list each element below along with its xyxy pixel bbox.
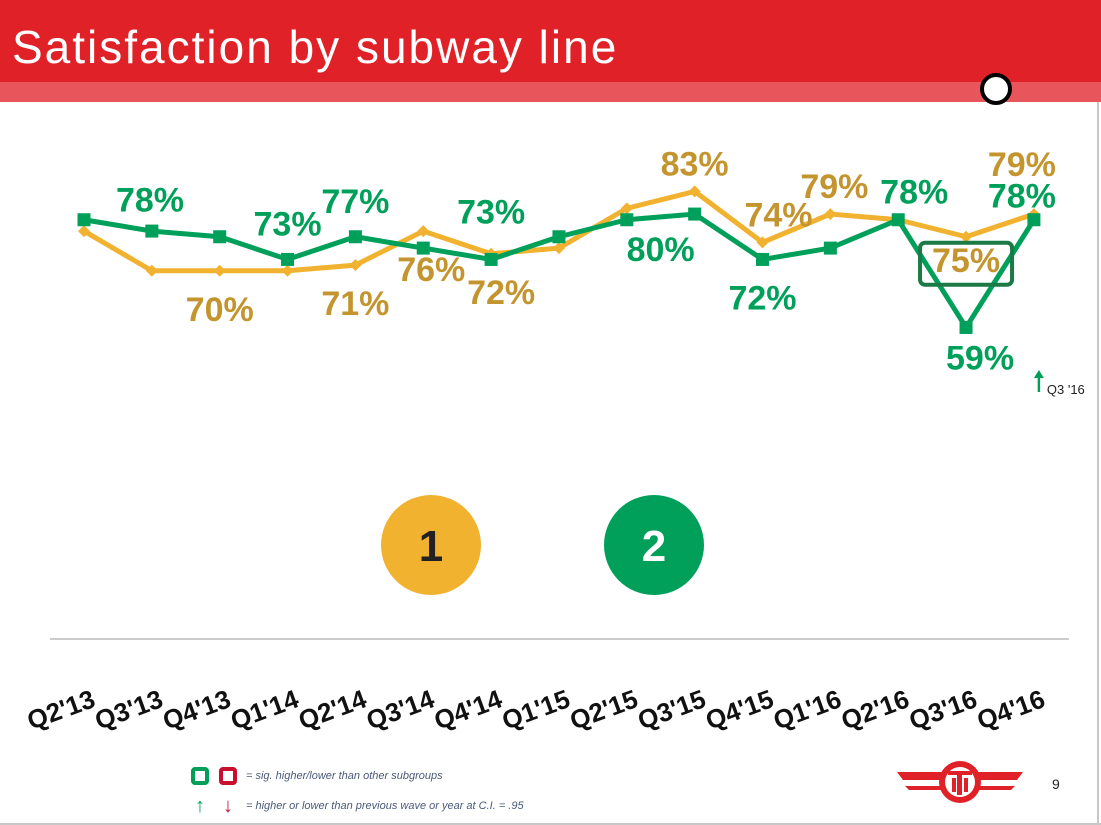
- arrow-up-icon: ↑: [195, 795, 205, 817]
- series-1-point: [960, 230, 973, 243]
- series-2-point: [213, 230, 227, 244]
- series-2-data-label: 80%: [627, 231, 695, 269]
- page-number: 9: [1052, 776, 1060, 792]
- series-2-point: [620, 213, 634, 227]
- highlight-box: [918, 240, 1015, 287]
- x-tick-label: Q4'15: [701, 684, 777, 736]
- x-tick-label: Q2'16: [837, 684, 913, 736]
- x-tick-label: Q4'14: [430, 683, 506, 735]
- series-2-data-label: 78%: [116, 182, 184, 220]
- legend-arrow-text: = higher or lower than previous wave or …: [246, 800, 524, 812]
- series-1-point: [756, 236, 769, 249]
- x-tick-label: Q1'15: [498, 684, 574, 736]
- series-2-data-label: 78%: [988, 178, 1056, 216]
- series-2-point: [1027, 213, 1041, 227]
- series-1-point: [281, 264, 294, 277]
- x-tick-label: Q4'16: [973, 684, 1049, 736]
- series-1-point: [688, 185, 701, 198]
- header-bar: Satisfaction by subway line: [0, 0, 1101, 82]
- x-tick-label: Q2'15: [566, 684, 642, 736]
- series-1-data-label: 71%: [321, 285, 389, 323]
- series-2-data-label: 59%: [946, 339, 1014, 377]
- annotation-arrow-icon: [1033, 370, 1044, 378]
- series-1-point: [824, 208, 837, 221]
- series-1-point: [349, 259, 362, 272]
- x-tick-label: Q3'14: [362, 683, 438, 735]
- series-1-data-label: 79%: [800, 168, 868, 206]
- legend-circle-1: [381, 495, 481, 595]
- series-1-data-label: 72%: [467, 274, 535, 312]
- legend-label-2: 2: [642, 522, 666, 571]
- series-2-point: [348, 230, 362, 244]
- legend-circle-2: [604, 495, 704, 595]
- series-1-data-label: 79%: [988, 146, 1056, 184]
- series-2-point: [484, 252, 498, 266]
- series-2-point: [756, 252, 769, 266]
- series-2-point: [891, 213, 905, 227]
- header-circle-icon: [980, 73, 1012, 105]
- series-2-data-label: 73%: [254, 205, 322, 243]
- series-1-data-label: 83%: [661, 145, 729, 183]
- arrow-down-icon: ↓: [223, 795, 233, 817]
- series-2-data-label: 78%: [880, 174, 948, 212]
- series-1-data-label: 74%: [744, 196, 812, 234]
- legend-box-text: = sig. higher/lower than other subgroups: [246, 770, 443, 782]
- series-1-point: [552, 242, 565, 255]
- ttc-logo-icon: [897, 761, 1023, 803]
- series-2-data-label: 72%: [728, 279, 796, 317]
- header-stripe: [0, 82, 1101, 102]
- series-2-data-label: 73%: [457, 193, 525, 231]
- series-2-point: [823, 241, 837, 255]
- series-2-point: [281, 252, 295, 266]
- series-2-point: [77, 213, 91, 227]
- series-1-point: [78, 225, 90, 238]
- legend-label-1: 1: [419, 522, 443, 571]
- series-1-point: [620, 202, 633, 215]
- slide-border-bottom: [0, 823, 1101, 825]
- x-tick-label: Q3'16: [905, 684, 981, 736]
- x-tick-label: Q3'15: [634, 684, 710, 736]
- annotation-text: Q3 '16: [1047, 382, 1085, 397]
- x-tick-label: Q2'14: [294, 683, 370, 735]
- series-2-point: [145, 224, 159, 238]
- series-1-point: [145, 264, 158, 277]
- x-tick-label: Q2'13: [23, 684, 99, 736]
- series-2-data-label: 77%: [321, 183, 389, 221]
- series-1-point: [417, 225, 430, 238]
- series-1-data-label: 75%: [932, 242, 1000, 280]
- x-tick-label: Q1'14: [227, 683, 303, 735]
- series-1-data-label: 70%: [186, 291, 254, 329]
- slide-border-right: [1097, 102, 1099, 825]
- series-1-point: [213, 264, 226, 277]
- series-2-point: [552, 230, 566, 244]
- x-tick-label: Q4'13: [159, 684, 235, 736]
- x-tick-label: Q3'13: [91, 684, 167, 736]
- series-1-data-label: 76%: [397, 251, 465, 289]
- page-title: Satisfaction by subway line: [12, 21, 619, 73]
- legend-box-lower: [219, 767, 237, 785]
- series-2-point: [688, 207, 702, 221]
- series-2-point: [959, 320, 973, 334]
- x-tick-label: Q1'16: [769, 684, 845, 736]
- series-2-point: [416, 241, 430, 255]
- legend-box-higher: [191, 767, 209, 785]
